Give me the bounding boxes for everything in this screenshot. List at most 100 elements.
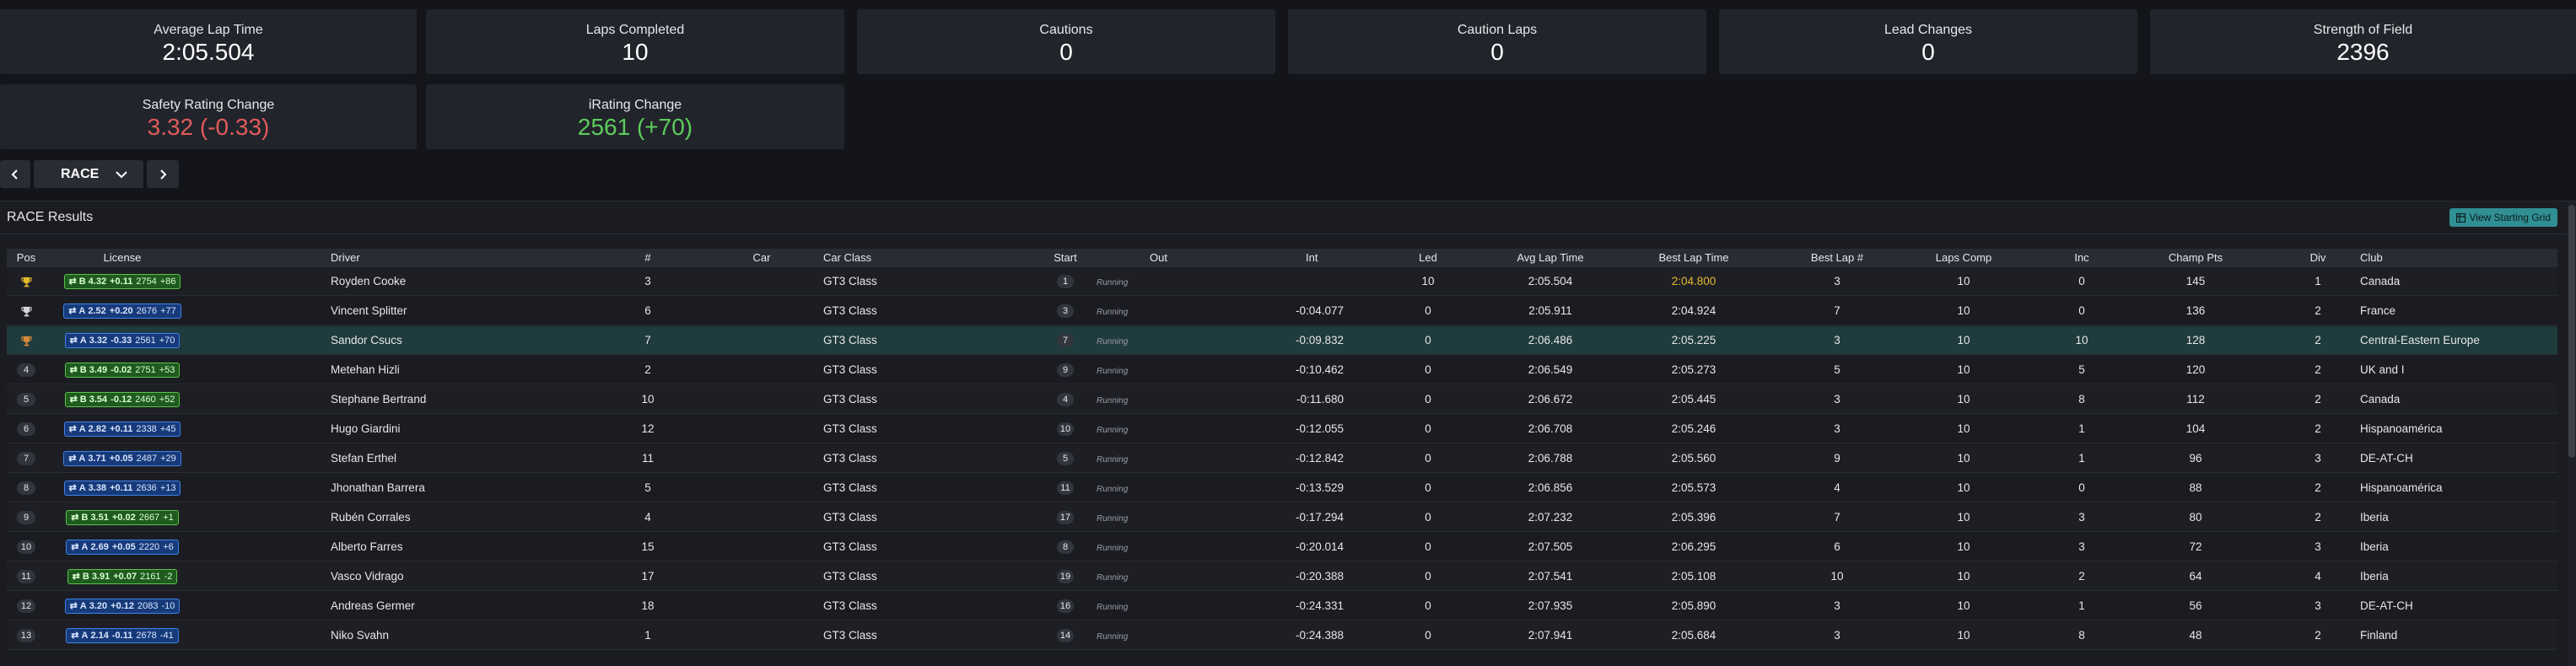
table-row[interactable]: 11 ⇄ B 3.91 +0.07 2161 -2 Vasco Vidrago 17 GT3 Cl… bbox=[7, 562, 2557, 591]
driver-name[interactable]: Stefan Erthel bbox=[331, 452, 397, 465]
stat-value: 2561 (+70) bbox=[577, 114, 693, 140]
driver-name[interactable]: Andreas Germer bbox=[331, 599, 415, 612]
cell-laps: 10 bbox=[1957, 304, 1970, 317]
start-position-badge: 3 bbox=[1057, 304, 1074, 319]
cell-carclass: GT3 Class bbox=[823, 363, 877, 376]
chevron-left-icon bbox=[11, 169, 18, 180]
column-header-carclass[interactable]: Car Class bbox=[823, 251, 872, 264]
driver-name[interactable]: Metehan Hizli bbox=[331, 363, 400, 376]
license-sr-change: +0.07 bbox=[113, 572, 137, 583]
table-row[interactable]: ⇄ A 2.52 +0.20 2676 +77 Vincent Splitter 6 GT3 C… bbox=[7, 297, 2557, 325]
stat-value: 2396 bbox=[2336, 39, 2390, 65]
table-row[interactable]: 4 ⇄ B 3.49 -0.02 2751 +53 Metehan Hizli 2 GT3 Cla… bbox=[7, 356, 2557, 384]
column-header-pos[interactable]: Pos bbox=[16, 251, 36, 264]
license-class: B bbox=[79, 365, 87, 376]
license-sr: 4.32 bbox=[88, 277, 107, 287]
column-header-inc[interactable]: Inc bbox=[2074, 251, 2089, 264]
license-irating-change: +52 bbox=[159, 395, 175, 406]
chevron-right-icon bbox=[160, 169, 167, 180]
table-row[interactable]: 12 ⇄ A 3.20 +0.12 2083 -10 Andreas Germer 18 GT3 … bbox=[7, 592, 2557, 620]
driver-name[interactable]: Jhonathan Barrera bbox=[331, 481, 425, 494]
driver-name[interactable]: Alberto Farres bbox=[331, 540, 403, 553]
license-sr: 3.49 bbox=[89, 365, 108, 376]
start-position-badge: 4 bbox=[1057, 393, 1074, 407]
cell-carclass: GT3 Class bbox=[823, 540, 877, 553]
cell-int: -0:11.680 bbox=[1296, 393, 1344, 406]
column-header-car[interactable]: Car bbox=[752, 251, 771, 264]
column-header-laps[interactable]: Laps Comp bbox=[1935, 251, 1992, 264]
table-row[interactable]: 9 ⇄ B 3.51 +0.02 2667 +1 Rubén Corrales 4 GT3 Cla… bbox=[7, 503, 2557, 532]
column-header-lic[interactable]: License bbox=[103, 251, 142, 264]
next-session-button[interactable] bbox=[147, 160, 179, 188]
column-header-pts[interactable]: Champ Pts bbox=[2168, 251, 2223, 264]
cell-club: Finland bbox=[2360, 629, 2398, 642]
column-header-int[interactable]: Int bbox=[1306, 251, 1318, 264]
cell-lic: ⇄ A 3.38 +0.11 2636 +13 bbox=[51, 474, 194, 502]
previous-session-button[interactable] bbox=[0, 160, 30, 188]
scrollbar-thumb[interactable] bbox=[2568, 205, 2575, 458]
license-irating-change: -10 bbox=[161, 601, 175, 612]
view-starting-grid-button[interactable]: View Starting Grid bbox=[2449, 208, 2557, 227]
driver-name[interactable]: Royden Cooke bbox=[331, 275, 407, 287]
table-row[interactable]: ⇄ B 4.32 +0.11 2754 +86 Royden Cooke 3 GT3 Class… bbox=[7, 267, 2557, 296]
cell-num: 6 bbox=[644, 304, 651, 317]
driver-name[interactable]: Rubén Corrales bbox=[331, 511, 411, 524]
driver-name[interactable]: Stephane Bertrand bbox=[331, 393, 427, 406]
cell-out: Running bbox=[1097, 415, 1147, 443]
table-row[interactable]: ⇄ A 3.32 -0.33 2561 +70 Sandor Csucs 7 GT3 Class… bbox=[7, 326, 2557, 355]
driver-name[interactable]: Vincent Splitter bbox=[331, 304, 407, 317]
license-sr-change: +0.11 bbox=[110, 277, 133, 287]
position-badge: 5 bbox=[17, 393, 35, 407]
out-status: Running bbox=[1097, 367, 1129, 376]
cell-inc: 0 bbox=[2078, 481, 2085, 494]
table-row[interactable]: 7 ⇄ A 3.71 +0.05 2487 +29 Stefan Erthel 11 GT3 Cl… bbox=[7, 444, 2557, 473]
cell-best: 2:05.225 bbox=[1671, 334, 1716, 346]
position-badge: 11 bbox=[17, 570, 35, 584]
table-row[interactable]: 6 ⇄ A 2.82 +0.11 2338 +45 Hugo Giardini 12 GT3 Cl… bbox=[7, 415, 2557, 443]
stat-card-safety-rating-change: Safety Rating Change 3.32 (-0.33) bbox=[0, 84, 417, 149]
cell-int: -0:10.462 bbox=[1295, 363, 1344, 376]
session-select[interactable]: RACE bbox=[34, 160, 143, 188]
cell-led: 10 bbox=[1421, 275, 1435, 287]
column-header-club[interactable]: Club bbox=[2360, 251, 2383, 264]
column-header-num[interactable]: # bbox=[644, 251, 651, 264]
out-status: Running bbox=[1097, 396, 1129, 406]
start-position-badge: 9 bbox=[1057, 363, 1074, 378]
column-header-start[interactable]: Start bbox=[1054, 251, 1077, 264]
column-header-driver[interactable]: Driver bbox=[331, 251, 360, 264]
license-icon: ⇄ bbox=[71, 631, 79, 642]
cell-int: -0:09.832 bbox=[1295, 334, 1344, 346]
column-header-avg[interactable]: Avg Lap Time bbox=[1517, 251, 1584, 264]
column-header-div[interactable]: Div bbox=[2309, 251, 2326, 264]
cell-inc: 8 bbox=[2078, 629, 2085, 642]
cell-laps: 10 bbox=[1957, 629, 1970, 642]
column-header-bestlap[interactable]: Best Lap # bbox=[1810, 251, 1864, 264]
driver-name[interactable]: Niko Svahn bbox=[331, 629, 390, 642]
cell-led: 0 bbox=[1425, 393, 1431, 406]
trophy-silver-icon bbox=[20, 306, 32, 317]
cell-div: 2 bbox=[2315, 481, 2321, 494]
license-irating-change: +77 bbox=[160, 306, 176, 317]
driver-name[interactable]: Sandor Csucs bbox=[331, 334, 402, 346]
column-header-best[interactable]: Best Lap Time bbox=[1658, 251, 1729, 264]
start-position-badge: 8 bbox=[1057, 540, 1074, 555]
license-sr-change: -0.12 bbox=[110, 395, 132, 406]
cell-pts: 96 bbox=[2189, 452, 2202, 465]
column-header-led[interactable]: Led bbox=[1419, 251, 1437, 264]
driver-name[interactable]: Hugo Giardini bbox=[331, 422, 401, 435]
driver-name[interactable]: Vasco Vidrago bbox=[331, 570, 404, 583]
table-row[interactable]: 5 ⇄ B 3.54 -0.12 2460 +52 Stephane Bertrand 10 GT… bbox=[7, 385, 2557, 414]
cell-pts: 120 bbox=[2185, 363, 2206, 376]
race-results-section: RACE Results View Starting Grid Pos Licen… bbox=[0, 201, 2576, 666]
results-title: RACE Results bbox=[7, 210, 94, 224]
table-row[interactable]: 10 ⇄ A 2.69 +0.05 2220 +6 Alberto Farres 15 GT3 C… bbox=[7, 533, 2557, 561]
license-class: A bbox=[81, 631, 89, 642]
cell-laps: 10 bbox=[1957, 452, 1970, 465]
vertical-scrollbar[interactable] bbox=[2568, 201, 2576, 666]
license-irating-change: +29 bbox=[160, 454, 176, 465]
table-row[interactable]: 8 ⇄ A 3.38 +0.11 2636 +13 Jhonathan Barrera 5 GT3… bbox=[7, 474, 2557, 502]
column-header-out[interactable]: Out bbox=[1150, 251, 1167, 264]
license-sr: 3.38 bbox=[88, 483, 107, 494]
table-row[interactable]: 13 ⇄ A 2.14 -0.11 2678 -41 Niko Svahn 1 GT3 Class… bbox=[7, 621, 2557, 650]
cell-club: DE-AT-CH bbox=[2360, 599, 2413, 612]
